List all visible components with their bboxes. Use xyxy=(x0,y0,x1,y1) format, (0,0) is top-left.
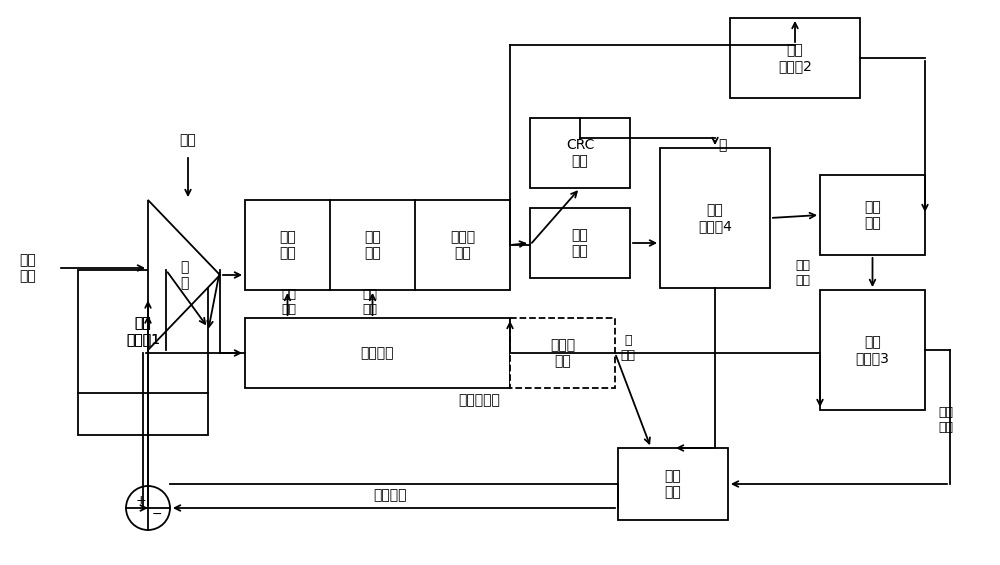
Bar xyxy=(660,148,770,288)
Text: 幅相
校正: 幅相 校正 xyxy=(364,230,381,260)
Text: CRC
校验: CRC 校验 xyxy=(566,138,594,168)
Text: 写: 写 xyxy=(718,138,726,152)
Text: 采样
存储器1: 采样 存储器1 xyxy=(126,316,160,346)
Text: 时频
幅相: 时频 幅相 xyxy=(938,406,953,434)
Text: 读
地址: 读 地址 xyxy=(620,334,636,362)
Bar xyxy=(530,208,630,278)
Bar xyxy=(510,318,615,388)
Text: 复制包
位置: 复制包 位置 xyxy=(550,338,575,368)
Text: 符号
存储器4: 符号 存储器4 xyxy=(698,203,732,233)
Text: 幅度
相位: 幅度 相位 xyxy=(795,259,810,287)
Text: 接收
信号: 接收 信号 xyxy=(20,253,36,283)
Bar xyxy=(245,200,510,290)
Text: 迭代: 迭代 xyxy=(180,133,196,147)
Bar xyxy=(820,290,925,410)
Text: 同步估计: 同步估计 xyxy=(361,346,394,360)
Text: 同步
相关: 同步 相关 xyxy=(665,469,681,499)
Text: 解映射
译码: 解映射 译码 xyxy=(450,230,475,260)
Text: 时间
频率: 时间 频率 xyxy=(282,288,296,316)
Circle shape xyxy=(126,486,170,530)
Text: 时间、频率: 时间、频率 xyxy=(458,393,500,407)
Bar xyxy=(530,118,630,188)
Text: −: − xyxy=(152,507,162,520)
Text: 采样数据: 采样数据 xyxy=(373,488,407,502)
Bar xyxy=(78,270,208,435)
Text: 幅度
相位: 幅度 相位 xyxy=(362,288,378,316)
Text: 交叉
相关: 交叉 相关 xyxy=(864,200,881,230)
Text: 采样
存储器1: 采样 存储器1 xyxy=(126,316,160,346)
Text: 选
择: 选 择 xyxy=(180,260,188,290)
Text: 编码
映射: 编码 映射 xyxy=(572,228,588,258)
Polygon shape xyxy=(148,200,220,350)
Bar xyxy=(618,448,728,520)
Text: +: + xyxy=(136,493,146,506)
Bar xyxy=(245,318,510,388)
Text: 符号
存储器2: 符号 存储器2 xyxy=(778,43,812,73)
Text: 同步
存储器3: 同步 存储器3 xyxy=(856,335,889,365)
Text: 时频
同步: 时频 同步 xyxy=(279,230,296,260)
Bar xyxy=(730,18,860,98)
Bar xyxy=(820,175,925,255)
